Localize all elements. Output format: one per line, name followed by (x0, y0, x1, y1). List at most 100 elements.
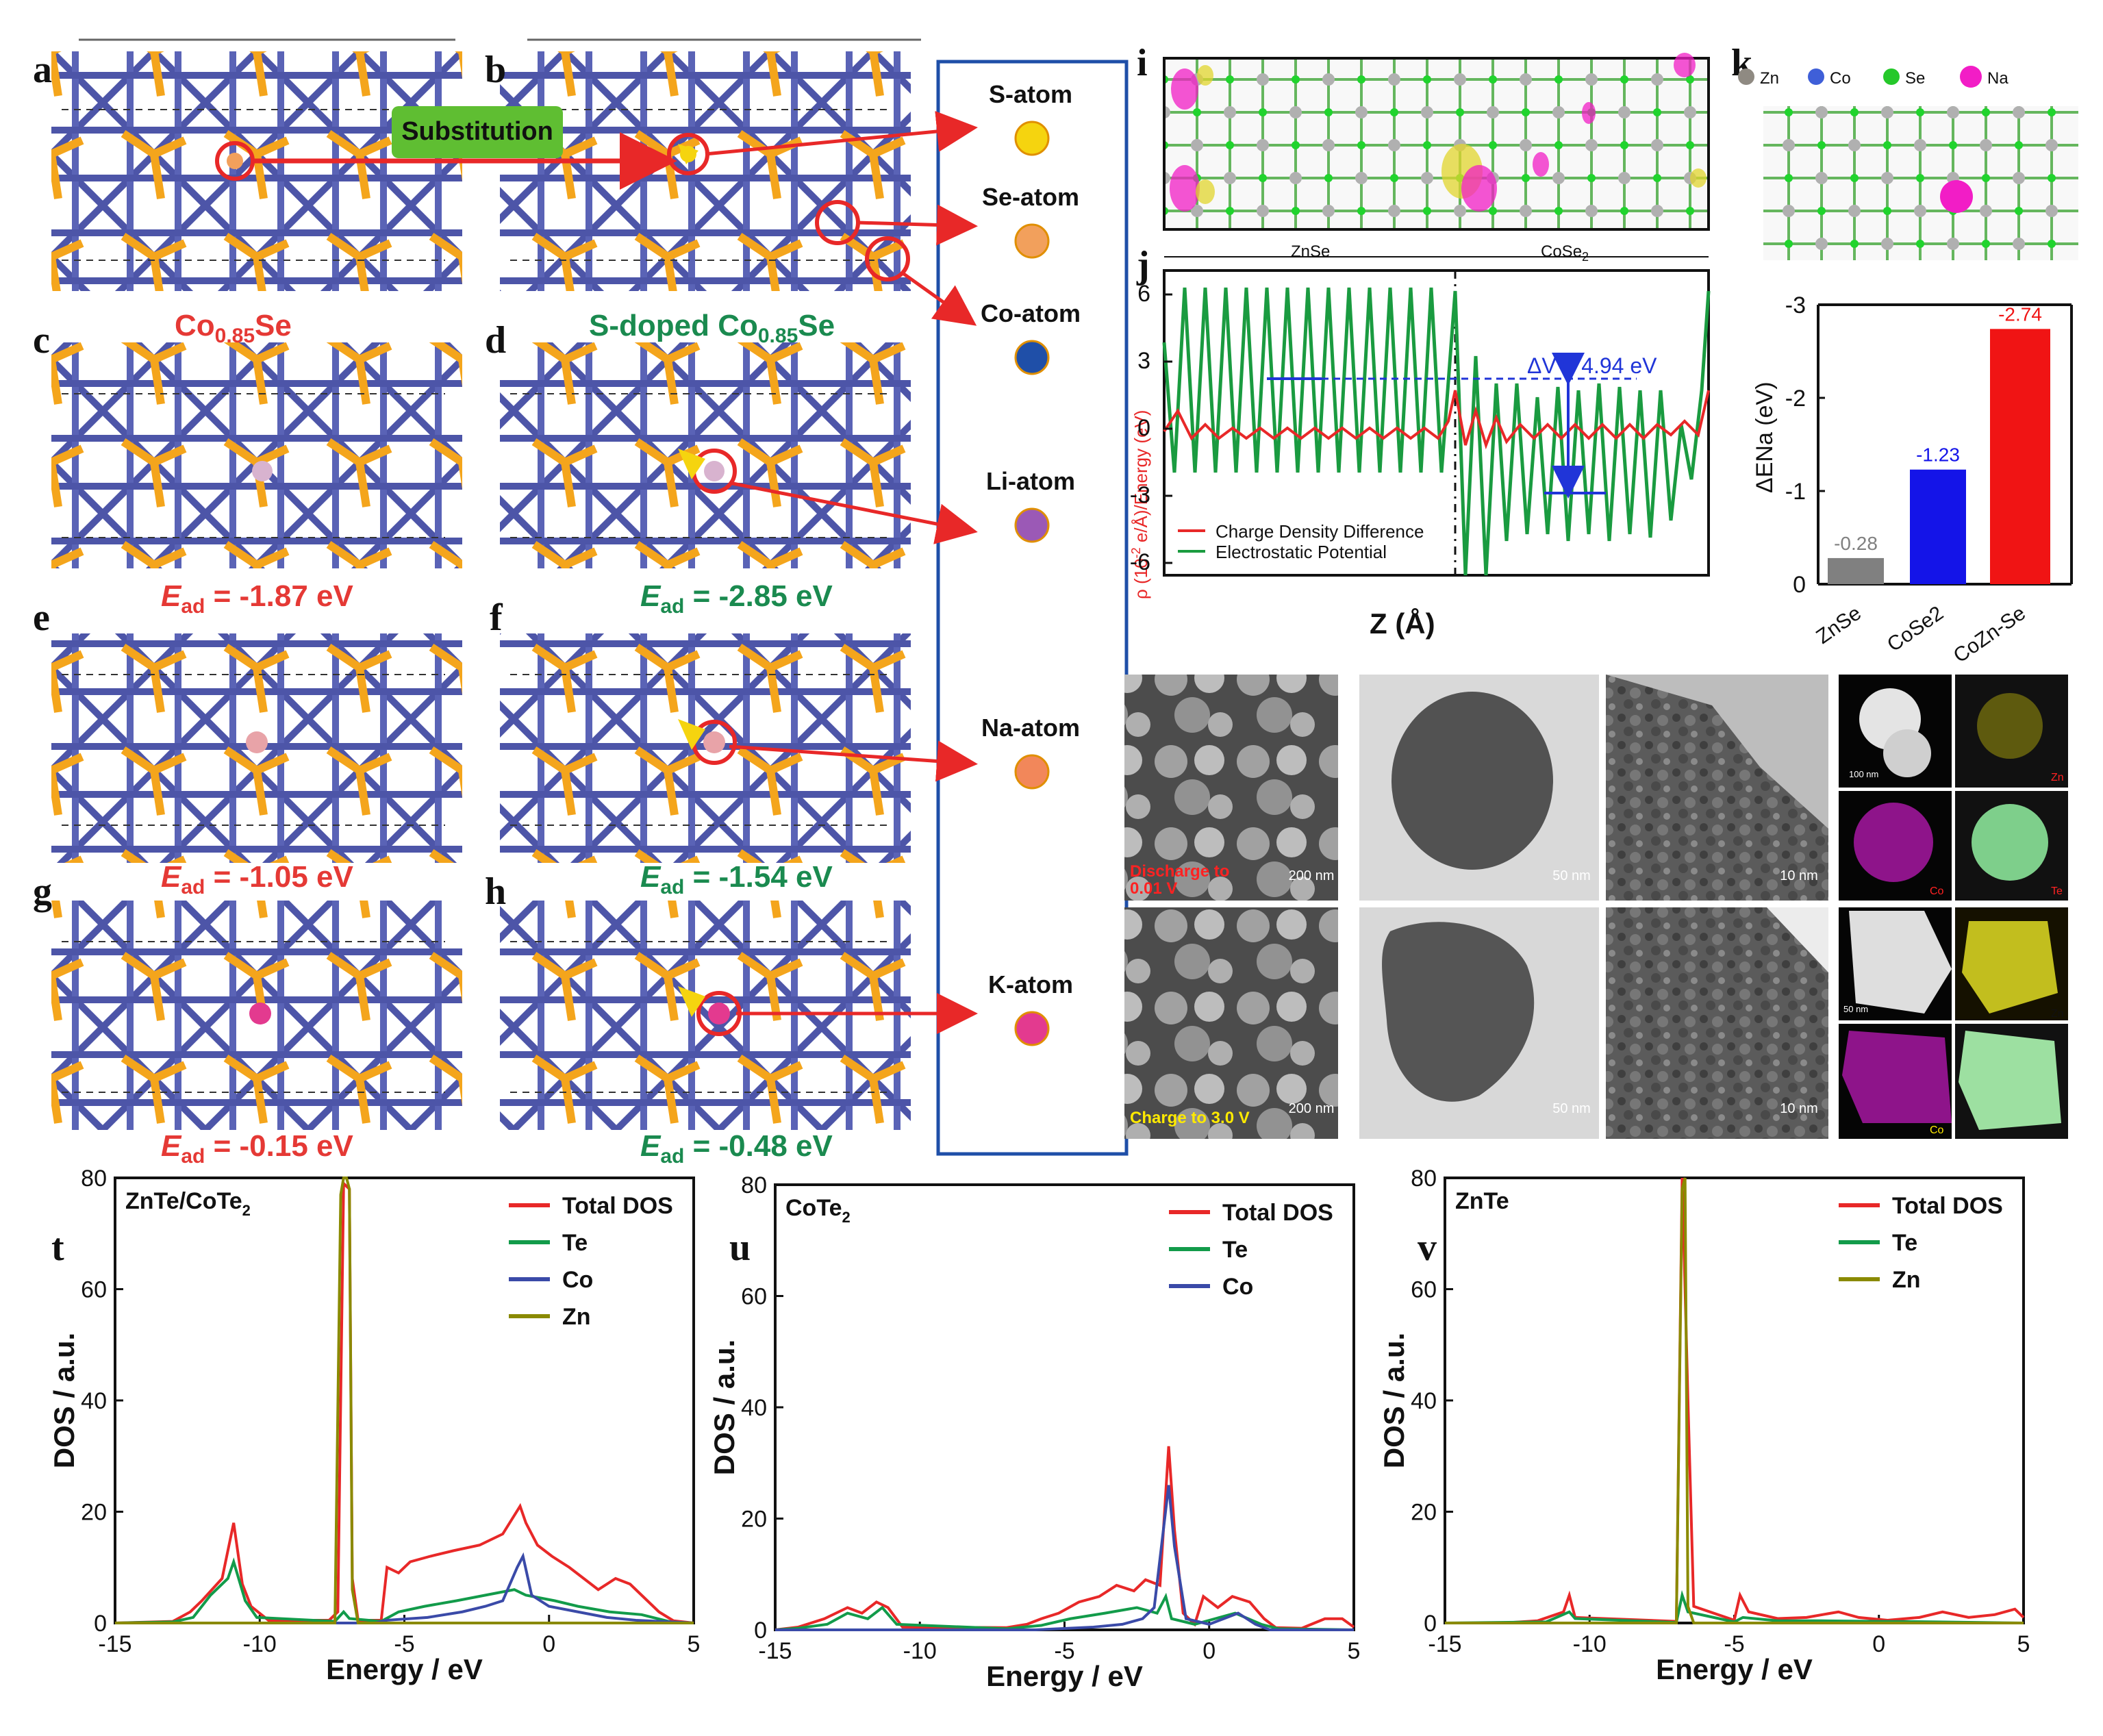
n-scale: 10 nm (1780, 868, 1818, 883)
panel-j-plot: ZnSe CoSe2 ΔV = 4.94 eV Charge Density D… (1129, 242, 1711, 640)
dos-xtick-label: 5 (1348, 1638, 1361, 1664)
k-ytick-label: 0 (1793, 572, 1806, 598)
j-right-region: CoSe2 (1541, 242, 1589, 264)
panel-k-legend: Zn Co Se Na (1738, 66, 2008, 88)
co-085-se-label: Co0.85Se (175, 309, 292, 347)
dos-ytick-label: 60 (1411, 1277, 1437, 1303)
k-bar-value: -1.23 (1916, 444, 1960, 466)
ead-h: Ead = -0.48 eV (640, 1129, 833, 1168)
k-bar (1910, 469, 1966, 584)
atom-legend-color (1014, 754, 1050, 790)
dos-te-v (1444, 1589, 2024, 1624)
panel-t-letter: t (51, 1226, 64, 1269)
k-category: ZnSe (1812, 602, 1865, 649)
ead-c: Ead = -1.87 eV (161, 579, 354, 618)
energy-bar-chart: 0 -1 -2 -3 ΔENa (eV) -0.28 ZnSe -1.23 CoSe2 -2.74… (1752, 292, 2073, 668)
atom-legend-color (1014, 340, 1050, 375)
dos-co-u (775, 1485, 1354, 1631)
dos-xlabel: Energy / eV (986, 1660, 1143, 1692)
dos-ytick-label: 20 (1411, 1500, 1437, 1526)
lattice-c (51, 342, 462, 568)
panel-v-letter: v (1418, 1226, 1437, 1269)
panel-c-letter: c (33, 319, 50, 362)
dos-total-u (775, 1446, 1355, 1631)
dos-ytick-label: 20 (81, 1500, 107, 1526)
dos-legend-label: Total DOS (1892, 1193, 2003, 1219)
dos-legend-label: Total DOS (562, 1193, 673, 1219)
j-ytick-label: 6 (1137, 281, 1150, 307)
dos-ytick-label: 40 (1411, 1388, 1437, 1414)
dos-xtick-label: 0 (542, 1631, 555, 1657)
dos-xtick-label: 0 (1872, 1631, 1885, 1657)
j-left-region: ZnSe (1291, 242, 1330, 261)
k-ylabel: ΔENa (eV) (1752, 381, 1778, 493)
k-ytick-label: -2 (1785, 386, 1806, 412)
dos-ytick-label: 20 (741, 1507, 767, 1533)
m-scale: 50 nm (1552, 868, 1591, 883)
atom-legend-label: Li-atom (986, 467, 1075, 495)
dos-chart-v: -15 -10 -5 0 5 0 20 40 60 80 Energy / eV DOS / a.u.… (1378, 1166, 2030, 1685)
panel-u-letter: u (729, 1226, 751, 1269)
structure-panels: Substitution Co0.85Se S-doped Co0.85Se E… (51, 51, 911, 1168)
atom-legend-label: Na-atom (981, 714, 1080, 742)
substitution-label-box (392, 106, 563, 158)
dos-ytick-label: 60 (741, 1284, 767, 1310)
dos-xlabel: Energy / eV (1656, 1653, 1813, 1685)
dos-xtick-label: -10 (1573, 1631, 1607, 1657)
lattice-d (500, 342, 911, 568)
l-caption-1: Discharge to (1130, 862, 1229, 881)
j-ylabel: ρ (10-2 e/Å)/Energy (eV) (1129, 410, 1151, 599)
k-atom-g (249, 1003, 271, 1024)
r-scale: 10 nm (1780, 1101, 1818, 1116)
dos-ytick-label: 0 (754, 1618, 767, 1644)
microscopy-grid: Discharge to 0.01 V Charge to 3.0 V 200 … (1124, 675, 2068, 1139)
dos-ytick-label: 80 (81, 1166, 107, 1192)
l-scale: 200 nm (1289, 868, 1335, 883)
p-caption: Charge to 3.0 V (1130, 1109, 1250, 1127)
dos-xlabel: Energy / eV (326, 1653, 483, 1685)
panel-i-letter: i (1137, 42, 1148, 84)
k-category: CoZn-Se (1950, 602, 2030, 668)
dos-total-t (114, 1180, 694, 1624)
dos-legend-label: Co (562, 1267, 593, 1293)
j-xlabel: Z (Å) (1370, 607, 1435, 640)
interface-structure-i (1163, 57, 1710, 231)
j-yticks: 6 3 0 -3 -6 (1130, 281, 1172, 575)
na-center-atom (1940, 180, 1973, 213)
ead-e: Ead = -1.05 eV (161, 860, 354, 898)
dos-xtick-label: -10 (903, 1638, 937, 1664)
li-atom-d (704, 461, 725, 481)
atom-legend-label: K-atom (988, 970, 1073, 998)
k-legend-na: Na (1987, 69, 2008, 88)
s-zn: Zn (2051, 1008, 2064, 1020)
k-legend-zn: Zn (1760, 69, 1779, 88)
panel-g-letter: g (33, 870, 52, 913)
panel-a-letter: a (33, 49, 52, 91)
electrostatic-potential-line (1162, 287, 1711, 576)
dos-ytick-label: 0 (94, 1611, 107, 1637)
atom-legend-label: S-atom (989, 80, 1072, 108)
k-bar (1990, 329, 2050, 584)
dos-xtick-label: -5 (394, 1631, 414, 1657)
p-scale: 200 nm (1289, 1101, 1335, 1116)
dos-legend-label: Total DOS (1222, 1200, 1333, 1226)
dos-legend-label: Zn (562, 1304, 591, 1330)
panel-k-structure (1763, 106, 2078, 260)
dos-xtick-label: -5 (1054, 1638, 1074, 1664)
j-ytick-label: 0 (1137, 415, 1150, 441)
atom-legend-color (1014, 1011, 1050, 1046)
dos-te-t (114, 1557, 694, 1624)
panel-j-letter: j (1136, 244, 1150, 286)
dos-xtick-label: -15 (1428, 1631, 1461, 1657)
lattice-a (51, 51, 462, 291)
atom-legend-color (1014, 507, 1050, 543)
dos-te-u (775, 1592, 1355, 1631)
dos-xtick-label: -15 (758, 1638, 792, 1664)
dos-xtick-label: 5 (2017, 1631, 2030, 1657)
na-atom-f (703, 731, 725, 753)
o-co: Co (1930, 885, 1944, 897)
panel-h-letter: h (485, 870, 506, 913)
k-ytick-label: -1 (1785, 479, 1806, 505)
ead-g: Ead = -0.15 eV (161, 1129, 354, 1168)
j-ytick-label: 3 (1137, 348, 1150, 374)
